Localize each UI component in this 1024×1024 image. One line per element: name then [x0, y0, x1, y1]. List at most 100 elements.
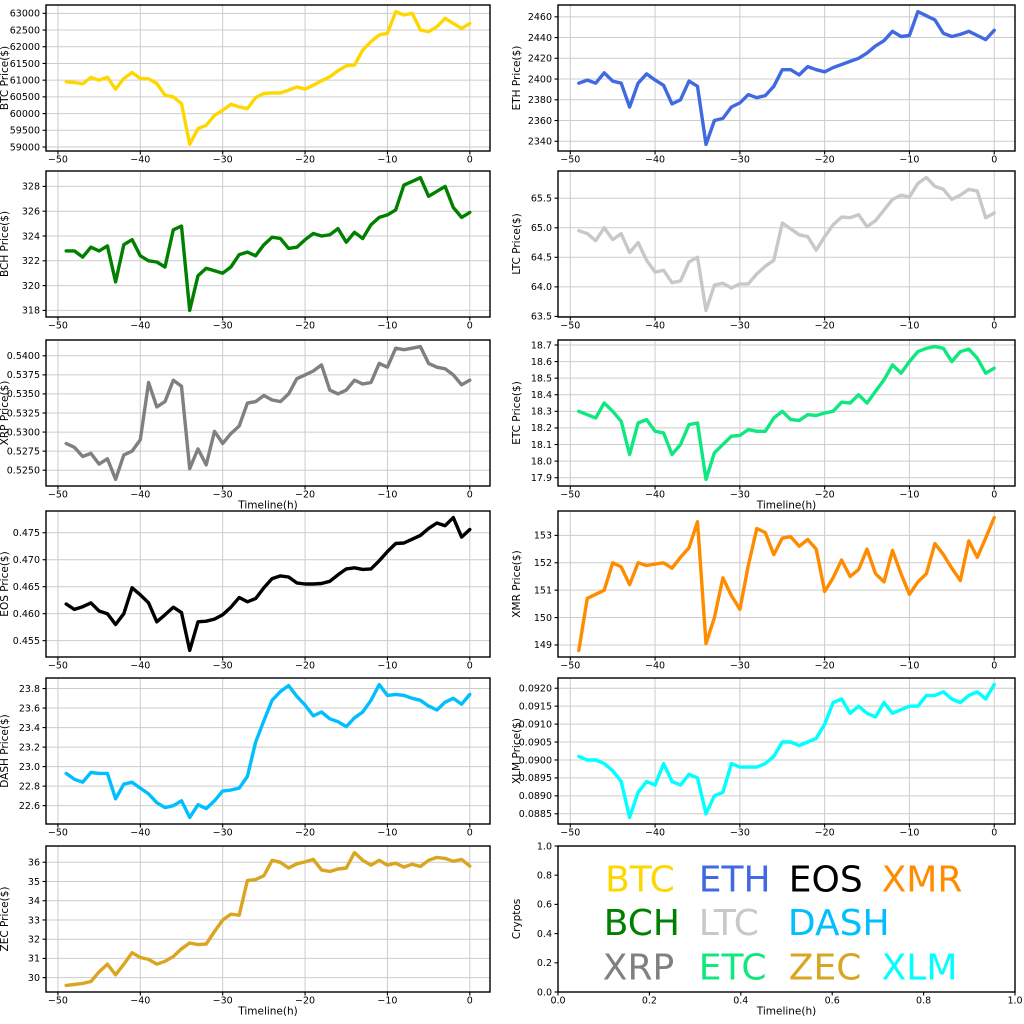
- y-tick-label: 0.5275: [7, 446, 40, 457]
- xmr-line-series: [577, 515, 996, 653]
- y-tick-label: 23.8: [19, 684, 40, 695]
- y-tick-label: 0.0920: [519, 684, 552, 695]
- y-tick-label: 63000: [10, 9, 40, 20]
- y-tick-label: 0.475: [13, 528, 40, 539]
- legend-item-ltc: LTC: [699, 903, 759, 944]
- y-tick-label: 60000: [10, 109, 40, 120]
- y-tick-label: 23.0: [19, 762, 40, 773]
- panel-zec: −50 −40 −30 −20 −10 0 30 31 32 33 34 35 36 ZEC Price(…: [0, 841, 512, 1024]
- y-tick-label: 152: [534, 558, 552, 569]
- x-tick-label: −30: [213, 661, 233, 672]
- y-tick-label: 65.0: [531, 223, 552, 234]
- x-tick-label: −10: [377, 490, 397, 501]
- etc-y-axis-label: ETC Price($): [511, 381, 523, 445]
- y-tick-label: 64.0: [531, 282, 552, 293]
- x-tick-label: 0: [467, 828, 473, 839]
- y-tick-label: 62500: [10, 25, 40, 36]
- y-tick-label: 63.5: [531, 312, 552, 323]
- y-tick-label: 31: [28, 954, 40, 965]
- chart-eth: −50 −40 −30 −20 −10 0 2340 2360 2380 2400 2420 2440…: [511, 4, 1016, 166]
- panel-ltc: −50 −40 −30 −20 −10 0 63.5 64.0 64.5 65.0 65.5 LTC …: [511, 166, 1024, 336]
- x-tick-label: −30: [213, 321, 233, 332]
- eth-line-series: [577, 9, 996, 147]
- y-tick-label: 59000: [10, 142, 40, 153]
- x-tick-label: −20: [815, 490, 835, 501]
- legend-item-zec: ZEC: [789, 948, 862, 989]
- y-tick-label: 0.0895: [519, 773, 552, 784]
- zec-line-series: [64, 850, 472, 988]
- x-tick-label: −10: [377, 661, 397, 672]
- x-tick-label: −40: [645, 321, 665, 332]
- y-tick-label: 324: [22, 231, 40, 242]
- y-tick-label: 23.4: [19, 723, 40, 734]
- y-tick-label: 2460: [528, 12, 552, 23]
- y-tick-label: 32: [28, 934, 40, 945]
- x-tick-label: −20: [295, 996, 315, 1007]
- y-tick-label: 64.5: [531, 253, 552, 264]
- eos-y-axis-label: EOS Price($): [0, 551, 11, 616]
- panel-bch: −50 −40 −30 −20 −10 0 318 320 322 324 326 328 BCH Pr…: [0, 166, 512, 336]
- x-tick-label: −30: [730, 321, 750, 332]
- y-tick-label: 2340: [528, 137, 552, 148]
- y-tick-label: 2440: [528, 33, 552, 44]
- ltc-line-series: [577, 175, 996, 313]
- xrp-y-axis-label: XRP Price($): [0, 381, 11, 446]
- legend-x-axis-label: Timeline(h): [756, 1006, 817, 1018]
- x-tick-label: −30: [730, 661, 750, 672]
- eth-y-axis-label: ETH Price($): [511, 46, 523, 111]
- y-tick-label: 0.0900: [519, 755, 552, 766]
- x-tick-label: 0.2: [642, 996, 657, 1007]
- etc-x-axis-label: Timeline(h): [756, 500, 817, 512]
- x-tick-label: −30: [730, 828, 750, 839]
- x-tick-label: 0.6: [825, 996, 840, 1007]
- x-tick-label: 0.0: [550, 996, 565, 1007]
- x-tick-label: −40: [130, 321, 150, 332]
- panel-xrp: −50 −40 −30 −20 −10 0 0.5250 0.5275 0.5300 0.5325…: [0, 336, 512, 512]
- panel-etc: −50 −40 −30 −20 −10 0 17.9 18.0 18.1 18.2 18.3 18.4…: [511, 336, 1024, 512]
- y-tick-label: 62000: [10, 42, 40, 53]
- y-tick-label: 0.5350: [7, 389, 40, 400]
- plot-border: [557, 845, 1016, 993]
- y-tick-label: 2360: [528, 116, 552, 127]
- y-tick-label: 318: [22, 306, 40, 317]
- y-tick-label: 0.4: [537, 929, 552, 940]
- y-tick-label: 149: [534, 640, 552, 651]
- x-tick-label: 0: [991, 321, 997, 332]
- x-tick-label: −20: [815, 828, 835, 839]
- y-tick-label: 18.0: [531, 456, 552, 467]
- chart-btc: −50 −40 −30 −20 −10 0 59000 59500 60000 60500 6100…: [0, 4, 491, 166]
- x-tick-label: −40: [130, 996, 150, 1007]
- x-tick-label: −40: [645, 661, 665, 672]
- y-tick-label: 0.0915: [519, 701, 552, 712]
- y-tick-label: 0.5375: [7, 370, 40, 381]
- y-tick-label: 18.7: [531, 340, 552, 351]
- y-tick-label: 35: [28, 877, 40, 888]
- y-tick-label: 18.3: [531, 407, 552, 418]
- panel-legend: BTC ETH EOS XMR BCH LTC DASH XRP ETC ZEC XLM 0.0 0.2…: [511, 841, 1024, 1024]
- plot-border: [45, 845, 491, 993]
- x-tick-label: 0: [467, 155, 473, 166]
- y-tick-label: 328: [22, 182, 40, 193]
- y-tick-label: 17.9: [531, 473, 552, 484]
- xrp-line-series: [64, 344, 472, 482]
- x-tick-label: −30: [213, 490, 233, 501]
- chart-bch: −50 −40 −30 −20 −10 0 318 320 322 324 326 328 BCH Pr…: [0, 170, 491, 332]
- x-tick-label: −20: [295, 321, 315, 332]
- chart-zec: −50 −40 −30 −20 −10 0 30 31 32 33 34 35 36 ZEC Price(…: [0, 845, 491, 1018]
- x-tick-label: −40: [645, 490, 665, 501]
- x-tick-label: −50: [560, 155, 580, 166]
- x-tick-label: −30: [730, 155, 750, 166]
- bch-line-series: [64, 175, 472, 313]
- y-tick-label: 22.8: [19, 781, 40, 792]
- x-tick-label: −20: [815, 321, 835, 332]
- plot-border: [45, 677, 491, 825]
- xmr-y-axis-label: XMR Price($): [511, 550, 523, 617]
- x-tick-label: −40: [130, 661, 150, 672]
- y-tick-label: 18.1: [531, 440, 552, 451]
- zec-x-axis-label: Timeline(h): [237, 1006, 298, 1018]
- x-tick-label: −50: [48, 996, 68, 1007]
- y-tick-label: 0.5400: [7, 351, 40, 362]
- panel-eth: −50 −40 −30 −20 −10 0 2340 2360 2380 2400 2420 2440…: [511, 0, 1024, 166]
- x-tick-label: −50: [560, 661, 580, 672]
- y-tick-label: 59500: [10, 126, 40, 137]
